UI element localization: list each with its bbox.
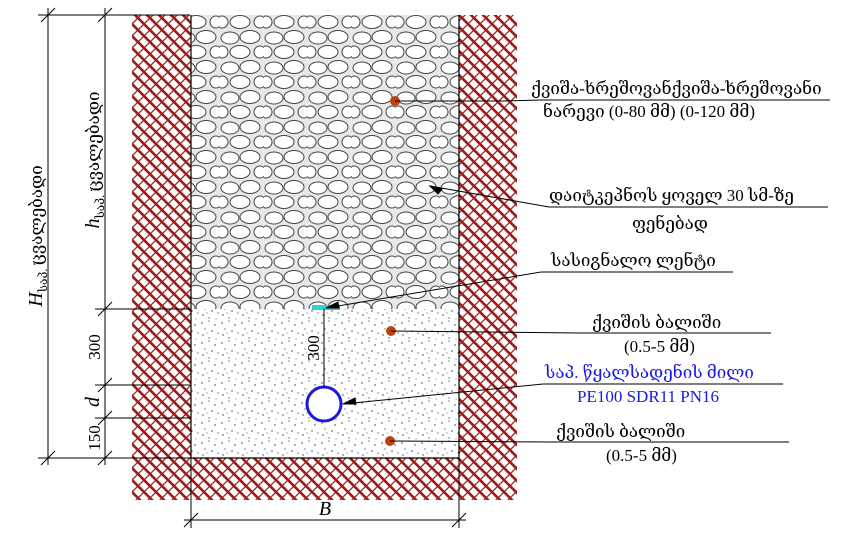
- dim-h: hსაპ.ცვალებადი: [82, 92, 107, 229]
- sand-bed: [191, 309, 459, 458]
- label-warning-tape: სასიგნალო ლენტი: [550, 251, 716, 270]
- dimension-lines: [38, 7, 467, 528]
- label-compaction-1: დაიტკეპნოს ყოველ 30 სმ-ზე: [549, 186, 794, 205]
- label-sand-top-1: ქვიშის ბალიში: [592, 313, 721, 332]
- label-sand-bottom-1: ქვიშის ბალიში: [556, 422, 685, 441]
- dim-d: d: [82, 396, 104, 407]
- dim-300: 300: [85, 334, 104, 360]
- leader-lines: [325, 99, 830, 443]
- label-pipe-1: საპ. წყალსადენის მილი: [544, 363, 754, 382]
- gravel-backfill: [191, 15, 459, 309]
- label-pipe-2: PE100 SDR11 PN16: [577, 387, 719, 406]
- natural-soil: [132, 15, 517, 500]
- label-sand-top-2: (0.5-5 მმ): [624, 337, 695, 356]
- label-gravel-mix-1: ქვიშა-ხრეშოვანქვიშა-ხრეშოვანი: [531, 79, 822, 98]
- water-pipe: [305, 385, 343, 423]
- label-compaction-2: ფენებად: [632, 214, 708, 233]
- label-gravel-mix-2: ნარევი (0-80 მმ) (0-120 მმ): [543, 102, 755, 121]
- dim-B: B: [319, 498, 331, 520]
- dim-150: 150: [85, 425, 104, 451]
- dim-H: Hსაპ.ცვალებადი: [25, 165, 50, 307]
- inner-dim-300: 300: [304, 335, 323, 361]
- label-sand-bottom-2: (0.5-5 მმ): [606, 446, 677, 465]
- trench-outline: [190, 15, 460, 459]
